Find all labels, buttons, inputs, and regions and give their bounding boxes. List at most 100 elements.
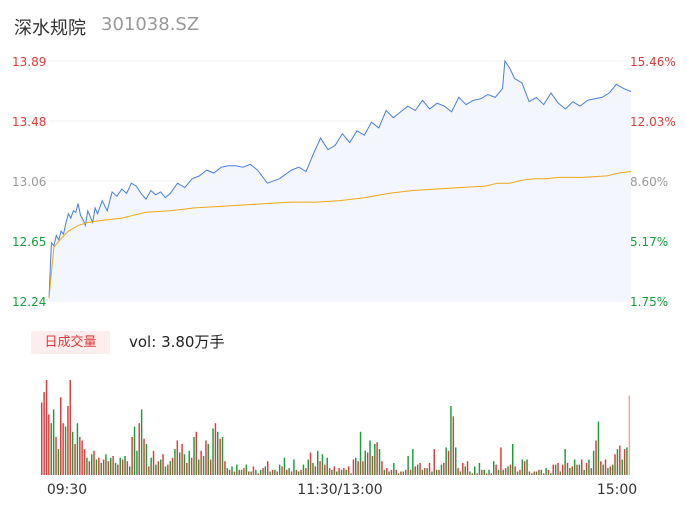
volume-bar bbox=[445, 447, 447, 475]
volume-bar bbox=[592, 450, 595, 475]
volume-bar bbox=[516, 471, 519, 475]
y-tick-left: 12.24 bbox=[12, 295, 46, 309]
volume-bar bbox=[357, 461, 359, 475]
volume-bar bbox=[557, 462, 559, 475]
volume-bar bbox=[278, 464, 281, 475]
volume-bar bbox=[150, 457, 152, 475]
volume-bar bbox=[286, 469, 288, 475]
volume-bar bbox=[374, 443, 376, 475]
volume-bar bbox=[469, 471, 471, 475]
volume-bar bbox=[252, 466, 255, 475]
volume-bar bbox=[612, 464, 614, 475]
volume-bar bbox=[493, 461, 495, 475]
y-tick-left: 13.89 bbox=[12, 55, 46, 69]
stock-name: 深水规院 bbox=[14, 18, 86, 39]
volume-bar bbox=[490, 473, 493, 475]
volume-bar bbox=[228, 469, 231, 475]
volume-bar bbox=[276, 471, 278, 475]
volume-bar bbox=[226, 468, 229, 475]
volume-bar bbox=[314, 466, 317, 475]
volume-bar bbox=[452, 416, 455, 475]
volume-bar bbox=[569, 468, 571, 475]
volume-bar bbox=[402, 471, 405, 475]
volume-bar bbox=[443, 462, 445, 475]
volume-bar bbox=[176, 440, 179, 475]
volume-bar bbox=[121, 459, 124, 475]
volume-bar bbox=[328, 468, 331, 475]
volume-bar bbox=[171, 457, 174, 475]
volume-bar bbox=[200, 450, 202, 475]
volume-bar bbox=[140, 409, 143, 475]
volume-bar bbox=[81, 440, 83, 475]
volume-bar bbox=[74, 443, 76, 475]
volume-bar bbox=[76, 423, 79, 475]
volume-bar bbox=[119, 457, 121, 475]
volume-bar bbox=[355, 457, 357, 475]
volume-bar bbox=[188, 450, 190, 475]
volume-bar bbox=[602, 464, 604, 475]
volume-readout: vol: 3.80万手 bbox=[129, 331, 224, 352]
volume-bar bbox=[495, 464, 497, 475]
volume-bar bbox=[271, 469, 274, 475]
volume-bar bbox=[160, 459, 162, 475]
y-tick-left: 13.48 bbox=[12, 115, 46, 129]
volume-bar bbox=[152, 450, 155, 475]
volume-bar bbox=[86, 457, 88, 475]
volume-bar bbox=[95, 459, 98, 475]
volume-bar bbox=[426, 468, 428, 475]
volume-bar bbox=[547, 469, 550, 475]
volume-bar bbox=[616, 449, 619, 475]
volume-bar bbox=[198, 459, 200, 475]
volume-bar bbox=[416, 464, 419, 475]
y-tick-right: 5.17% bbox=[630, 235, 668, 249]
volume-bar bbox=[48, 414, 50, 475]
volume-bar bbox=[588, 459, 590, 475]
volume-bar bbox=[471, 473, 474, 475]
volume-bar bbox=[88, 461, 91, 475]
volume-bar bbox=[507, 466, 509, 475]
volume-bar bbox=[447, 450, 450, 475]
x-tick-label: 09:30 bbox=[47, 482, 87, 498]
volume-bar bbox=[531, 473, 533, 475]
volume-bar bbox=[526, 459, 528, 475]
volume-bar bbox=[107, 461, 110, 475]
volume-bar bbox=[257, 473, 259, 475]
volume-bar bbox=[550, 473, 552, 475]
volume-bar bbox=[62, 423, 64, 475]
volume-bar bbox=[388, 471, 390, 475]
volume-bar bbox=[169, 461, 171, 475]
volume-bar bbox=[290, 471, 293, 475]
volume-bar bbox=[336, 471, 338, 475]
volume-bar bbox=[590, 468, 593, 475]
volume-bar bbox=[274, 469, 276, 475]
volume-bar bbox=[347, 466, 350, 475]
volume-bar bbox=[459, 471, 462, 475]
volume-bar bbox=[528, 471, 531, 475]
volume-bar bbox=[440, 464, 443, 475]
volume-bar bbox=[186, 462, 188, 475]
volume-bar bbox=[562, 464, 564, 475]
price-area bbox=[49, 61, 631, 301]
volume-bar bbox=[243, 468, 245, 475]
volume-bar bbox=[576, 464, 578, 475]
volume-bar bbox=[195, 431, 198, 475]
volume-bar bbox=[162, 454, 164, 475]
volume-tab[interactable]: 日成交量 bbox=[31, 331, 110, 354]
volume-bar bbox=[626, 447, 628, 475]
volume-bar bbox=[433, 449, 435, 475]
volume-bar bbox=[309, 452, 312, 475]
volume-bar bbox=[431, 471, 433, 475]
volume-bar bbox=[628, 395, 631, 475]
volume-bar bbox=[621, 459, 623, 475]
volume-bar bbox=[207, 443, 209, 475]
volume-bar bbox=[500, 447, 502, 475]
volume-bar bbox=[483, 469, 485, 475]
volume-bar bbox=[245, 464, 248, 475]
volume-bar bbox=[181, 443, 183, 475]
y-tick-left: 12.65 bbox=[12, 235, 46, 249]
volume-bar bbox=[438, 469, 440, 475]
volume-bar bbox=[83, 449, 86, 475]
volume-bar bbox=[319, 461, 321, 475]
volume-bar bbox=[321, 454, 324, 475]
price-line bbox=[48, 59, 632, 299]
